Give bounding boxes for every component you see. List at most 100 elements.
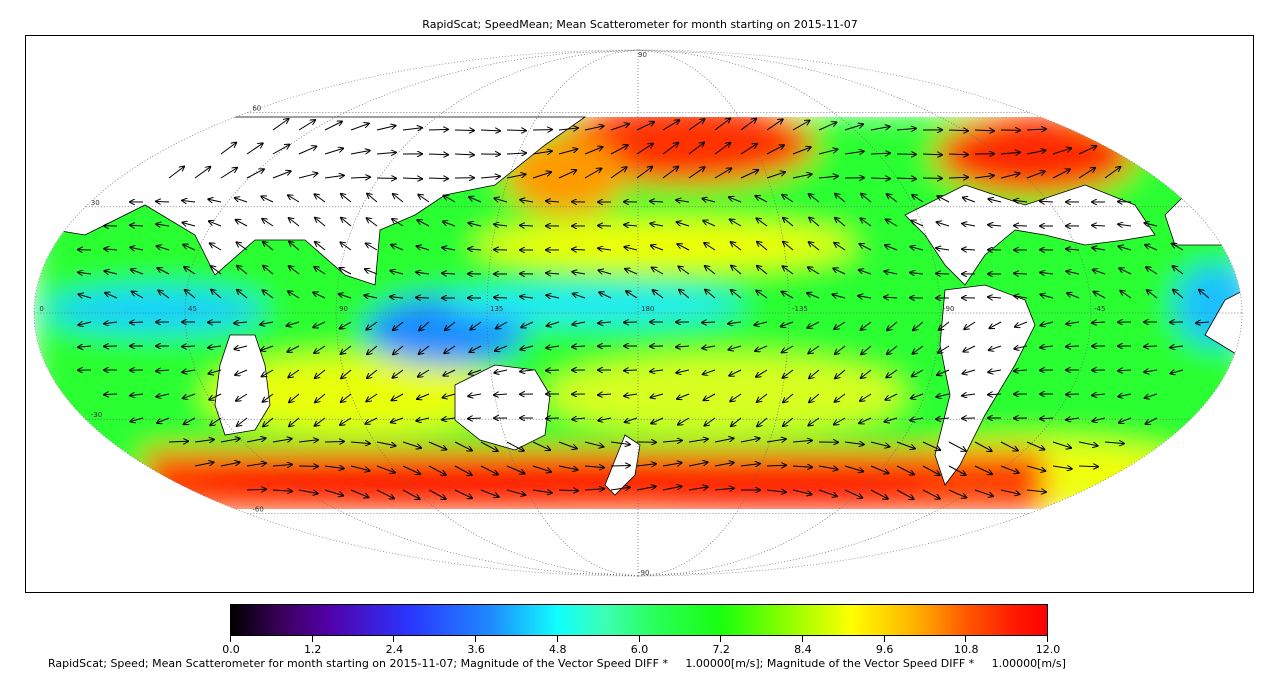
wind-arrow	[469, 369, 482, 374]
wind-arrow	[428, 129, 448, 130]
wind-arrow	[870, 153, 890, 154]
wind-arrow	[546, 273, 560, 274]
wind-arrow	[130, 394, 144, 396]
wind-arrow	[468, 394, 482, 396]
wind-arrow	[885, 393, 898, 400]
wind-arrow	[546, 370, 560, 371]
wind-arrow	[885, 418, 898, 422]
wind-arrow	[324, 175, 344, 178]
wind-arrow	[792, 466, 812, 467]
wind-arrow	[662, 167, 678, 179]
wind-arrow	[182, 370, 196, 372]
wind-arrow	[131, 269, 144, 275]
wind-arrow	[835, 218, 846, 227]
wind-arrow	[443, 394, 456, 398]
colorbar-caption: RapidScat; Speed; Mean Scatterometer for…	[48, 657, 1066, 670]
wind-arrow	[558, 149, 577, 155]
wind-arrow	[298, 489, 318, 494]
meridian-line	[335, 49, 639, 577]
wind-arrow	[532, 172, 551, 179]
wind-arrow	[272, 439, 292, 442]
wind-arrow	[714, 488, 734, 490]
wind-arrow	[210, 417, 222, 425]
colorbar-tick-label: 4.8	[549, 643, 567, 656]
wind-arrow	[783, 393, 794, 402]
wind-arrow	[730, 219, 742, 227]
wind-arrow	[662, 143, 678, 155]
latitude-label: -30	[91, 411, 102, 419]
wind-arrow	[220, 143, 236, 155]
wind-arrow	[650, 224, 664, 227]
wind-arrow	[573, 294, 586, 299]
wind-arrow	[650, 201, 664, 202]
wind-arrow	[104, 322, 118, 324]
wind-arrow	[418, 195, 430, 203]
wind-arrow	[182, 346, 196, 347]
wind-arrow	[922, 154, 942, 155]
wind-arrow	[314, 345, 326, 353]
wind-arrow	[156, 394, 170, 397]
wind-arrow	[844, 151, 864, 154]
wind-arrow	[131, 418, 144, 422]
wind-arrow	[315, 369, 326, 378]
wind-arrow	[1145, 245, 1158, 251]
wind-arrow	[350, 124, 369, 131]
wind-arrow	[731, 290, 742, 299]
wind-arrow	[870, 489, 888, 499]
wind-arrow	[1119, 268, 1132, 275]
wind-arrow	[729, 346, 742, 350]
wind-arrow	[922, 465, 940, 475]
wind-arrow	[1066, 346, 1080, 347]
wind-arrow	[676, 346, 690, 347]
wind-arrow	[714, 168, 731, 179]
longitude-label: 90	[339, 305, 348, 313]
wind-arrow	[315, 194, 326, 203]
wind-arrow	[1173, 266, 1184, 275]
wind-arrow	[844, 124, 863, 131]
wind-arrow	[948, 130, 968, 131]
wind-arrow	[234, 346, 248, 349]
wind-arrow	[896, 465, 914, 475]
wind-arrow	[636, 144, 653, 155]
wind-arrow	[870, 178, 890, 179]
wind-arrow	[393, 321, 404, 330]
wind-arrow	[376, 152, 396, 154]
wind-arrow	[419, 345, 430, 354]
wind-arrow	[402, 489, 420, 499]
wind-arrow	[272, 119, 289, 131]
wind-arrow	[1092, 418, 1106, 421]
wind-arrow	[428, 441, 446, 450]
wind-arrow	[833, 268, 846, 275]
wind-arrow	[714, 438, 734, 443]
wind-arrow	[288, 369, 300, 377]
wind-arrow	[948, 465, 966, 475]
wind-arrow	[702, 346, 716, 348]
wind-arrow	[417, 393, 430, 399]
wind-arrow	[896, 128, 916, 130]
wind-arrow	[974, 130, 994, 131]
wind-arrow	[792, 174, 812, 179]
wind-arrow	[625, 417, 638, 422]
longitude-label: 180	[641, 305, 654, 313]
wind-arrow	[156, 224, 170, 226]
wind-arrow	[844, 465, 863, 472]
wind-arrow	[494, 224, 508, 226]
wind-arrow	[520, 346, 534, 349]
wind-arrow	[246, 463, 266, 466]
wind-arrow	[532, 490, 552, 493]
wind-arrow	[962, 249, 976, 250]
wind-arrow	[948, 441, 966, 451]
wind-arrow	[610, 487, 630, 490]
wind-arrow	[506, 489, 525, 495]
longitude-label: -45	[1094, 305, 1105, 313]
wind-arrow	[521, 321, 534, 327]
wind-arrow	[480, 176, 500, 178]
wind-arrow	[392, 393, 404, 400]
wind-arrow	[418, 369, 430, 377]
wind-arrow	[584, 126, 604, 131]
wind-arrow	[703, 369, 716, 374]
wind-arrow	[887, 321, 898, 330]
wind-arrow	[324, 148, 343, 155]
wind-arrow	[962, 224, 976, 227]
wind-arrow	[974, 489, 993, 496]
